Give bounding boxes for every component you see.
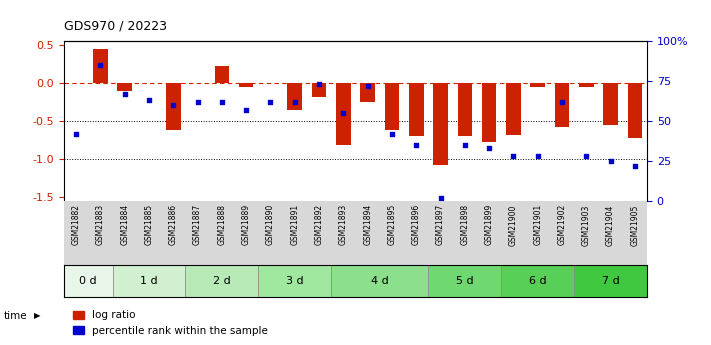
Point	[192, 99, 203, 105]
Bar	[336, 83, 351, 146]
Text: time: time	[4, 311, 27, 321]
Text: GSM21901: GSM21901	[533, 204, 542, 245]
Point	[70, 131, 82, 137]
Text: 2 d: 2 d	[213, 276, 231, 286]
Bar	[239, 83, 253, 87]
Bar	[117, 83, 132, 91]
Bar	[331, 265, 428, 297]
Point	[289, 99, 301, 105]
Bar	[112, 265, 186, 297]
Point	[338, 110, 349, 116]
Text: GSM21898: GSM21898	[460, 204, 469, 245]
Text: GSM21887: GSM21887	[193, 204, 202, 245]
Text: GSM21904: GSM21904	[606, 204, 615, 246]
Bar	[428, 265, 501, 297]
Text: GSM21890: GSM21890	[266, 204, 275, 245]
Bar	[579, 83, 594, 87]
Text: 4 d: 4 d	[371, 276, 389, 286]
Bar	[287, 83, 302, 110]
Text: 7 d: 7 d	[602, 276, 619, 286]
Text: GSM21894: GSM21894	[363, 204, 372, 245]
Bar	[501, 265, 574, 297]
Bar	[482, 83, 496, 142]
Bar	[311, 83, 326, 97]
Point	[95, 62, 106, 68]
Bar	[409, 83, 424, 136]
Bar	[603, 83, 618, 125]
Bar	[166, 83, 181, 130]
Text: 5 d: 5 d	[456, 276, 474, 286]
Text: GSM21905: GSM21905	[631, 204, 639, 246]
Text: GSM21891: GSM21891	[290, 204, 299, 245]
Text: GSM21882: GSM21882	[72, 204, 80, 245]
Text: GSM21902: GSM21902	[557, 204, 567, 245]
Point	[605, 158, 616, 164]
Bar	[215, 67, 229, 83]
Point	[119, 91, 130, 97]
Text: GSM21892: GSM21892	[314, 204, 324, 245]
Bar	[530, 83, 545, 87]
Bar	[360, 83, 375, 102]
Text: 6 d: 6 d	[529, 276, 547, 286]
Point	[508, 154, 519, 159]
Text: GSM21900: GSM21900	[509, 204, 518, 246]
Bar	[506, 83, 520, 135]
Text: GSM21886: GSM21886	[169, 204, 178, 245]
Text: GSM21899: GSM21899	[485, 204, 493, 245]
Bar	[574, 265, 647, 297]
Text: GDS970 / 20223: GDS970 / 20223	[64, 20, 167, 33]
Point	[144, 98, 155, 103]
Bar	[555, 83, 570, 127]
Text: 1 d: 1 d	[140, 276, 158, 286]
Point	[362, 83, 373, 89]
Point	[386, 131, 397, 137]
Point	[314, 82, 325, 87]
Point	[240, 107, 252, 113]
Bar	[186, 265, 258, 297]
Point	[435, 195, 447, 200]
Point	[410, 142, 422, 148]
Bar	[385, 83, 399, 130]
Text: GSM21889: GSM21889	[242, 204, 251, 245]
Bar	[258, 265, 331, 297]
Bar	[64, 265, 112, 297]
Text: GSM21895: GSM21895	[387, 204, 397, 245]
Point	[459, 142, 471, 148]
Point	[216, 99, 228, 105]
Bar	[433, 83, 448, 165]
Point	[629, 163, 641, 169]
Point	[168, 102, 179, 108]
Text: GSM21884: GSM21884	[120, 204, 129, 245]
Bar	[457, 83, 472, 136]
Bar	[93, 49, 107, 83]
Text: GSM21888: GSM21888	[218, 204, 226, 245]
Point	[264, 99, 276, 105]
Text: 3 d: 3 d	[286, 276, 304, 286]
Text: GSM21893: GSM21893	[339, 204, 348, 245]
Text: GSM21883: GSM21883	[96, 204, 105, 245]
Legend: log ratio, percentile rank within the sample: log ratio, percentile rank within the sa…	[69, 306, 272, 340]
Point	[532, 154, 543, 159]
Text: GSM21896: GSM21896	[412, 204, 421, 245]
Text: ▶: ▶	[34, 311, 41, 320]
Point	[556, 99, 567, 105]
Text: GSM21897: GSM21897	[436, 204, 445, 245]
Text: GSM21903: GSM21903	[582, 204, 591, 246]
Point	[581, 154, 592, 159]
Bar	[628, 83, 642, 138]
Point	[483, 146, 495, 151]
Text: 0 d: 0 d	[80, 276, 97, 286]
Text: GSM21885: GSM21885	[144, 204, 154, 245]
